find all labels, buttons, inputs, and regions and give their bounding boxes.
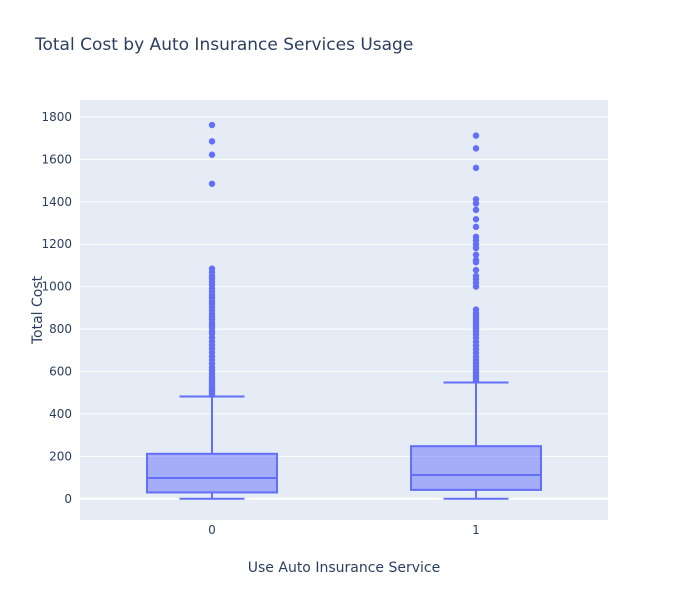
outlier-point xyxy=(472,306,480,313)
outlier-point xyxy=(472,251,480,259)
y-tick-label: 1600 xyxy=(41,152,72,166)
grid-lines xyxy=(80,116,608,500)
outlier-point xyxy=(208,151,216,158)
outlier-point xyxy=(208,121,216,129)
y-tick-label: 800 xyxy=(49,322,72,336)
outlier-point xyxy=(208,265,216,272)
outlier-point xyxy=(472,206,480,214)
outlier-point xyxy=(472,216,480,223)
y-tick-label: 1200 xyxy=(41,237,72,251)
iqr-box xyxy=(146,452,278,494)
y-tick-label: 400 xyxy=(49,407,72,421)
outlier-point xyxy=(472,223,480,231)
y-tick-label: 200 xyxy=(49,449,72,463)
chart-title: Total Cost by Auto Insurance Services Us… xyxy=(34,35,413,55)
outlier-point xyxy=(208,180,216,187)
iqr-box xyxy=(410,445,542,491)
outlier-point xyxy=(472,233,480,241)
box-group-0 xyxy=(146,121,278,500)
outlier-point xyxy=(472,145,480,152)
outlier-point xyxy=(472,272,480,280)
y-axis-ticks: 0 200 400 600 800 1000 1200 1400 1600 1800 xyxy=(41,110,72,506)
x-tick-label: 0 xyxy=(208,523,216,537)
y-tick-label: 1800 xyxy=(41,110,72,124)
outlier-point xyxy=(208,138,216,145)
outlier-point xyxy=(472,164,480,172)
y-tick-label: 1000 xyxy=(41,280,72,294)
x-axis-title: Use Auto Insurance Service xyxy=(248,560,440,576)
y-tick-label: 600 xyxy=(49,365,72,379)
box-group-1 xyxy=(410,132,542,500)
outlier-point xyxy=(472,266,480,274)
outlier-point xyxy=(472,132,480,139)
y-axis-title: Total Cost xyxy=(30,275,46,345)
boxes xyxy=(146,121,542,500)
outlier-point xyxy=(472,256,480,264)
y-tick-label: 0 xyxy=(64,492,72,506)
x-tick-label: 1 xyxy=(472,523,480,537)
outlier-point xyxy=(472,196,480,203)
y-tick-label: 1400 xyxy=(41,195,72,209)
